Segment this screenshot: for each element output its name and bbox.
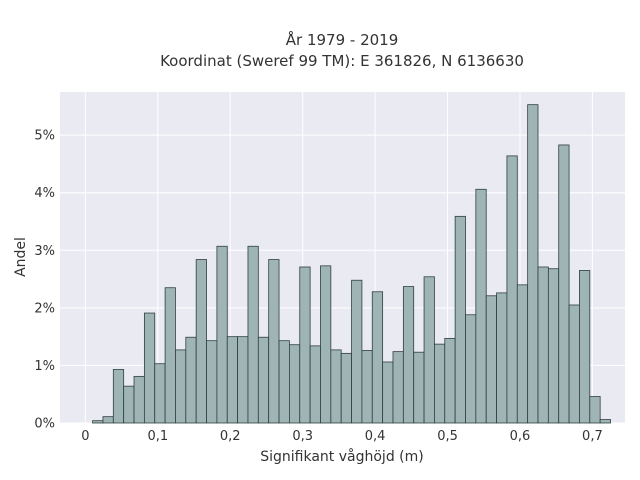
histogram-bar	[579, 270, 591, 424]
histogram-bar	[216, 245, 228, 424]
histogram-bar	[175, 349, 187, 424]
y-tick-label: 1%	[34, 359, 55, 374]
x-tick-label: 0	[81, 429, 89, 444]
x-tick-label: 0,5	[437, 429, 458, 444]
histogram-bar	[268, 259, 280, 424]
histogram-bar	[371, 291, 384, 424]
histogram-bar	[475, 188, 487, 424]
y-axis-label: Andel	[13, 237, 29, 277]
histogram-bar	[506, 155, 518, 424]
histogram-bar	[402, 286, 415, 424]
histogram-bar	[547, 268, 560, 424]
x-tick-label: 0,6	[510, 429, 531, 444]
histogram-bar	[102, 416, 114, 424]
y-tick-label: 4%	[34, 186, 55, 201]
x-axis-ticks: 0 0,1 0,2 0,3 0,4 0,5 0,6 0,7	[81, 429, 603, 444]
bar-series	[92, 104, 611, 424]
histogram-bar	[237, 336, 249, 424]
histogram-bar	[320, 265, 332, 424]
x-tick-label: 0,3	[292, 429, 313, 444]
histogram-bar	[589, 396, 601, 424]
histogram-bar	[444, 337, 456, 424]
histogram-bar	[299, 266, 311, 424]
histogram-bar	[423, 276, 435, 424]
histogram-bar	[392, 351, 404, 424]
histogram-bar	[133, 375, 145, 424]
histogram-bar	[340, 352, 352, 424]
y-tick-label: 0%	[34, 417, 55, 432]
histogram-bar	[434, 343, 446, 424]
x-tick-label: 0,4	[365, 429, 386, 444]
histogram-bar	[112, 369, 125, 424]
histogram-bar	[537, 266, 549, 424]
histogram-bar	[454, 215, 466, 424]
histogram-bar	[185, 336, 197, 424]
histogram-bar	[143, 312, 156, 424]
y-axis-ticks: 0% 1% 2% 3% 4% 5%	[34, 129, 55, 432]
histogram-bar	[164, 287, 176, 424]
histogram-bar	[516, 284, 529, 424]
histogram-bar	[558, 144, 570, 424]
histogram-bar	[599, 419, 611, 424]
histogram-bar	[123, 385, 135, 424]
histogram-bar	[527, 104, 539, 424]
histogram-bar	[361, 350, 373, 424]
y-tick-label: 5%	[34, 129, 55, 144]
histogram-bar	[351, 279, 363, 424]
y-tick-label: 3%	[34, 244, 55, 259]
histogram-bar	[154, 363, 166, 424]
x-tick-label: 0,1	[147, 429, 168, 444]
histogram-bar	[413, 351, 425, 424]
histogram-bar	[496, 292, 508, 424]
histogram-bar	[382, 361, 394, 424]
histogram-bar	[309, 345, 321, 424]
histogram-bar	[226, 336, 239, 424]
x-axis-label: Signifikant våghöjd (m)	[260, 448, 423, 465]
histogram-bar	[485, 295, 497, 424]
chart-title-line-1: År 1979 - 2019	[286, 30, 399, 49]
y-tick-label: 2%	[34, 301, 55, 316]
chart-title-line-2: Koordinat (Sweref 99 TM): E 361826, N 61…	[160, 52, 524, 70]
histogram-bar	[289, 344, 301, 424]
x-tick-label: 0,7	[582, 429, 603, 444]
histogram-bar	[257, 336, 270, 424]
histogram-bar	[330, 349, 342, 424]
histogram-bar	[195, 259, 207, 424]
histogram-bar	[465, 314, 477, 424]
histogram-bar	[206, 340, 218, 424]
histogram-bar	[92, 420, 104, 424]
histogram-bar	[278, 340, 290, 424]
histogram-bar	[568, 304, 580, 424]
x-tick-label: 0,2	[220, 429, 241, 444]
histogram-bar	[247, 245, 259, 424]
